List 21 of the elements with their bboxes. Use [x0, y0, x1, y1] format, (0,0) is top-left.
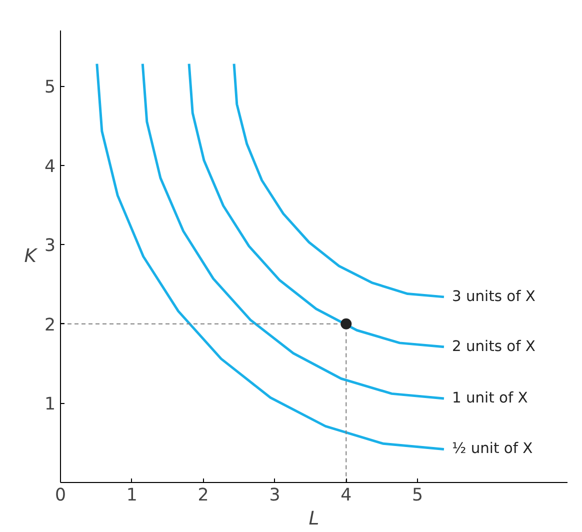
line-series — [141, 62, 446, 400]
y-axis-title: K — [24, 246, 38, 267]
y-tick-label: 2 — [44, 315, 56, 336]
x-tick-label: 5 — [412, 486, 424, 506]
x-tick-label: 2 — [198, 486, 209, 506]
y-tick-label: 4 — [44, 156, 56, 177]
x-axis-title: L — [308, 508, 320, 530]
x-tick-label: 4 — [340, 486, 352, 506]
series-label: 2 units of X — [452, 338, 536, 355]
line-series — [96, 62, 446, 450]
y-tick-label: 5 — [44, 78, 56, 98]
y-tick-label: 1 — [44, 394, 56, 415]
series-label: 1 unit of X — [452, 389, 528, 406]
x-tick-label: 3 — [269, 486, 280, 506]
series-label: ½ unit of X — [452, 440, 533, 458]
line-series — [232, 62, 446, 298]
series-label: 3 units of X — [452, 288, 536, 305]
x-tick-label: 1 — [126, 486, 138, 506]
x-tick-label: 0 — [54, 486, 66, 506]
y-tick-label: 3 — [44, 236, 56, 256]
line-series — [188, 62, 446, 348]
